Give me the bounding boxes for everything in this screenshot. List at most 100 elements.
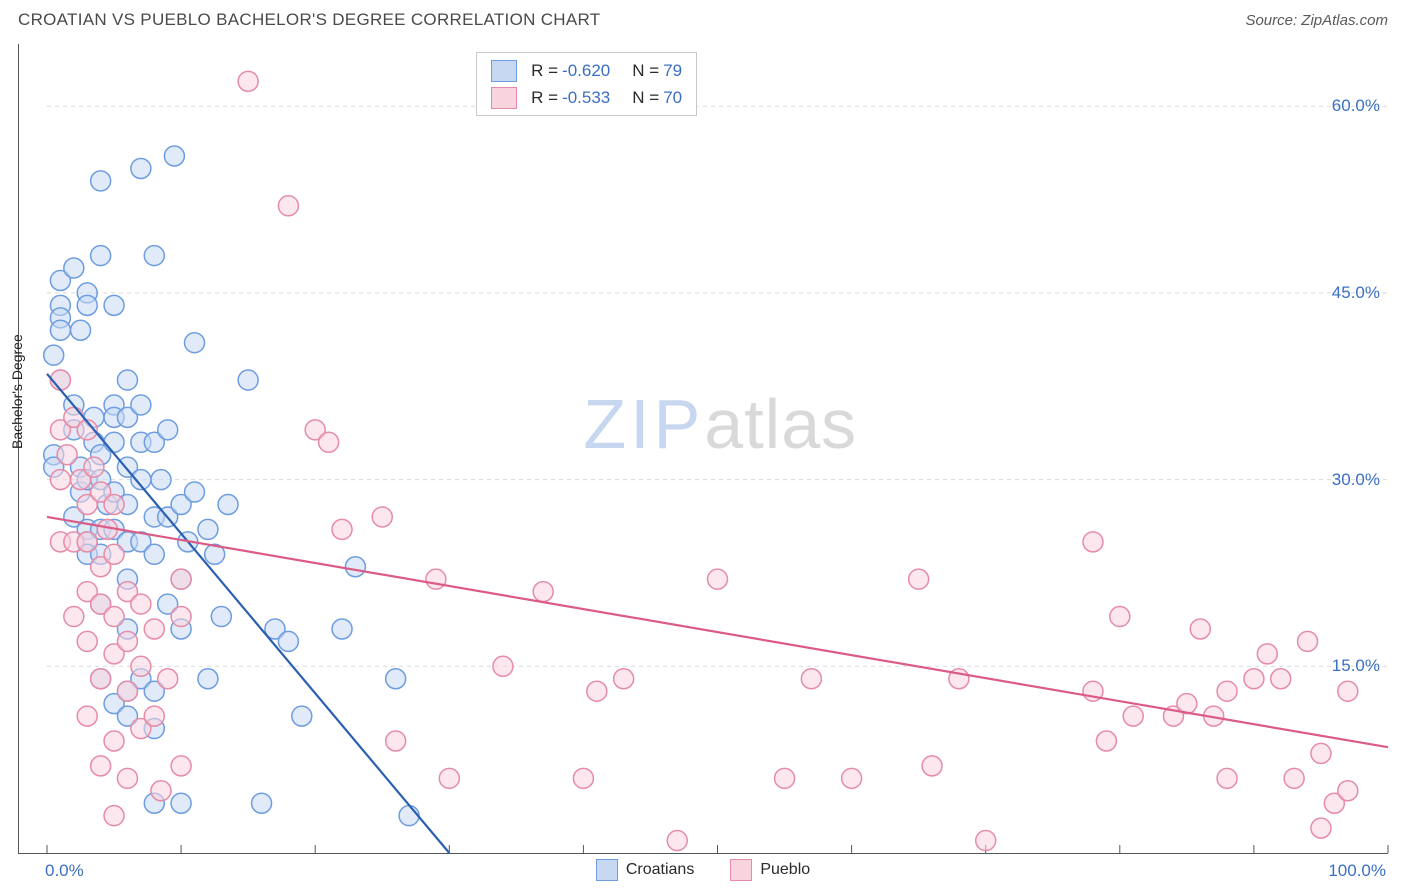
croatians-point xyxy=(91,246,111,266)
pueblo-point xyxy=(1311,818,1331,838)
pueblo-point xyxy=(77,532,97,552)
pueblo-point xyxy=(1338,681,1358,701)
plot-area: ZIPatlas R = -0.620N = 79R = -0.533N = 7… xyxy=(47,44,1388,853)
croatians-point xyxy=(64,258,84,278)
croatians-point xyxy=(171,793,191,813)
pueblo-point xyxy=(1096,731,1116,751)
pueblo-point xyxy=(77,631,97,651)
pueblo-point xyxy=(171,607,191,627)
pueblo-point xyxy=(1311,743,1331,763)
croatians-point xyxy=(164,146,184,166)
pueblo-point xyxy=(171,569,191,589)
croatians-point xyxy=(151,470,171,490)
pueblo-point xyxy=(708,569,728,589)
legend-row-croatians: R = -0.620N = 79 xyxy=(491,57,682,84)
pueblo-point xyxy=(144,619,164,639)
croatians-point xyxy=(91,171,111,191)
croatians-point xyxy=(77,295,97,315)
pueblo-point xyxy=(1110,607,1130,627)
pueblo-point xyxy=(493,656,513,676)
pueblo-point xyxy=(909,569,929,589)
bottom-legend-croatians: Croatians xyxy=(596,859,694,881)
croatians-point xyxy=(131,158,151,178)
croatians-point xyxy=(399,806,419,826)
croatians-point xyxy=(345,557,365,577)
pueblo-point xyxy=(151,781,171,801)
croatians-point xyxy=(386,669,406,689)
pueblo-point xyxy=(372,507,392,527)
pueblo-bottom-swatch xyxy=(730,859,752,881)
croatians-point xyxy=(158,420,178,440)
pueblo-point xyxy=(238,71,258,91)
pueblo-point xyxy=(144,706,164,726)
pueblo-point xyxy=(278,196,298,216)
pueblo-point xyxy=(117,681,137,701)
pueblo-point xyxy=(57,445,77,465)
croatians-point xyxy=(117,370,137,390)
r-label: R = xyxy=(531,57,558,84)
croatians-point xyxy=(292,706,312,726)
correlation-legend: R = -0.620N = 79R = -0.533N = 70 xyxy=(476,52,697,116)
pueblo-point xyxy=(1284,768,1304,788)
pueblo-point xyxy=(1190,619,1210,639)
pueblo-point xyxy=(131,656,151,676)
croatians-point xyxy=(218,495,238,515)
pueblo-point xyxy=(104,544,124,564)
pueblo-point xyxy=(1217,768,1237,788)
pueblo-point xyxy=(84,457,104,477)
y-tick-label: 45.0% xyxy=(1332,283,1380,303)
chart-title: CROATIAN VS PUEBLO BACHELOR'S DEGREE COR… xyxy=(18,10,600,30)
pueblo-n-value: 70 xyxy=(663,84,682,111)
pueblo-point xyxy=(64,607,84,627)
croatians-point xyxy=(144,544,164,564)
croatians-point xyxy=(44,345,64,365)
r-label: R = xyxy=(531,84,558,111)
croatians-point xyxy=(50,320,70,340)
series-legend: Croatians Pueblo xyxy=(0,859,1406,886)
pueblo-point xyxy=(386,731,406,751)
pueblo-point xyxy=(533,582,553,602)
pueblo-label: Pueblo xyxy=(760,861,810,879)
y-tick-label: 15.0% xyxy=(1332,656,1380,676)
croatians-point xyxy=(185,333,205,353)
croatians-label: Croatians xyxy=(626,861,694,879)
croatians-point xyxy=(104,295,124,315)
croatians-point xyxy=(198,669,218,689)
croatians-point xyxy=(144,246,164,266)
pueblo-point xyxy=(573,768,593,788)
pueblo-point xyxy=(842,768,862,788)
pueblo-point xyxy=(1217,681,1237,701)
pueblo-point xyxy=(614,669,634,689)
y-tick-label: 30.0% xyxy=(1332,470,1380,490)
pueblo-point xyxy=(319,432,339,452)
croatians-point xyxy=(211,607,231,627)
y-tick-label: 60.0% xyxy=(1332,96,1380,116)
croatians-bottom-swatch xyxy=(596,859,618,881)
pueblo-point xyxy=(131,594,151,614)
pueblo-point xyxy=(117,768,137,788)
pueblo-point xyxy=(667,831,687,851)
pueblo-point xyxy=(1083,532,1103,552)
n-label: N = xyxy=(632,84,659,111)
croatians-n-value: 79 xyxy=(663,57,682,84)
croatians-point xyxy=(238,370,258,390)
croatians-point xyxy=(71,320,91,340)
croatians-point xyxy=(278,631,298,651)
pueblo-point xyxy=(91,669,111,689)
pueblo-point xyxy=(1244,669,1264,689)
pueblo-point xyxy=(587,681,607,701)
pueblo-point xyxy=(1298,631,1318,651)
croatians-point xyxy=(104,432,124,452)
y-axis-label: Bachelor's Degree xyxy=(9,334,25,449)
pueblo-point xyxy=(1338,781,1358,801)
pueblo-point xyxy=(158,669,178,689)
pueblo-point xyxy=(1123,706,1143,726)
croatians-point xyxy=(252,793,272,813)
croatians-point xyxy=(131,395,151,415)
pueblo-point xyxy=(104,806,124,826)
pueblo-point xyxy=(104,731,124,751)
n-label: N = xyxy=(632,57,659,84)
pueblo-point xyxy=(332,519,352,539)
pueblo-point xyxy=(117,631,137,651)
legend-row-pueblo: R = -0.533N = 70 xyxy=(491,84,682,111)
